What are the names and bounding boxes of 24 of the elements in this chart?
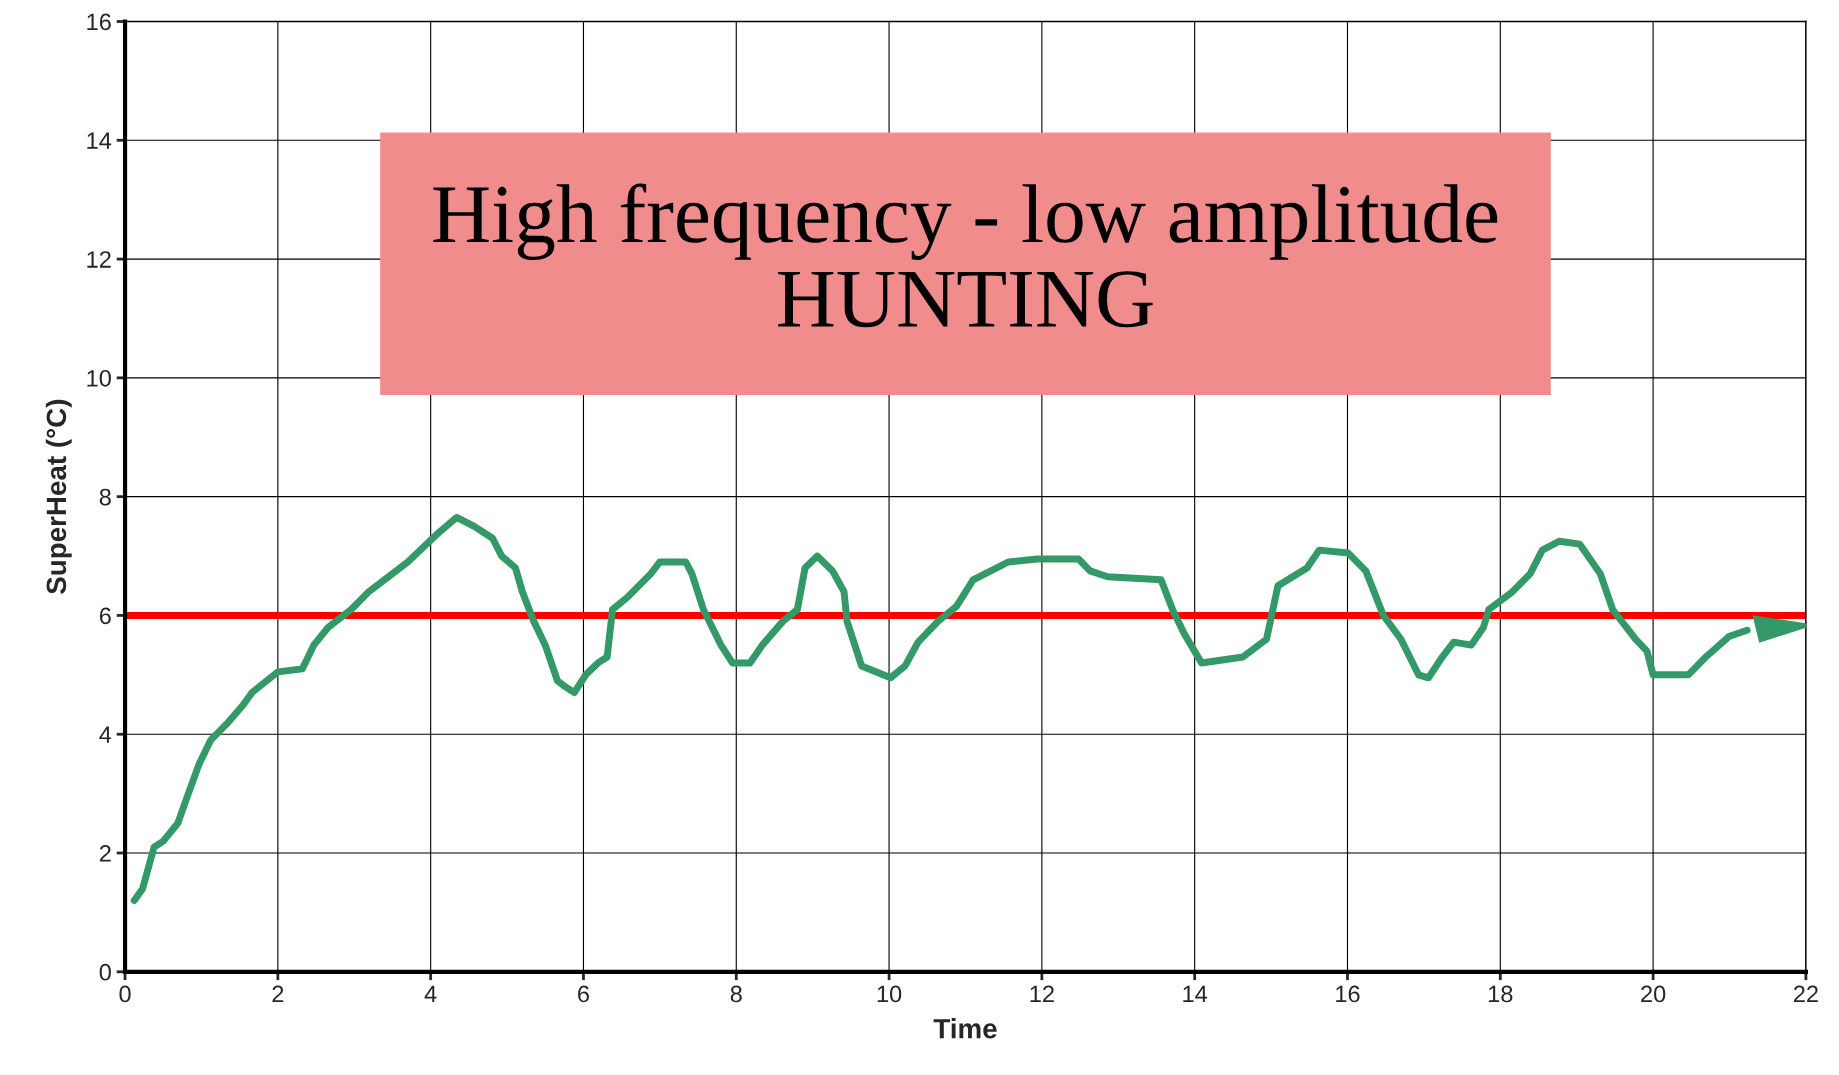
y-tick-label: 12 [87,251,111,268]
y-tick-label: 10 [87,369,111,387]
x-tick-label: 20 [1641,985,1666,1003]
x-tick-label: 6 [578,985,589,1003]
y-axis-title: SuperHeat (°C) [45,399,72,594]
x-tick-label: 4 [424,985,437,1003]
x-tick-label: 8 [730,985,742,1003]
x-tick-label: 22 [1793,985,1818,1003]
y-tick-label: 8 [99,488,111,506]
x-tick-label: 0 [119,985,131,1003]
x-tick-label: 18 [1488,985,1513,1003]
x-tick-label: 10 [877,985,902,1003]
y-tick-label: 16 [87,13,111,31]
x-tick-label: 12 [1030,985,1054,1003]
y-tick-label: 0 [99,963,111,981]
y-tick-label: 14 [87,132,112,149]
x-tick-label: 2 [272,985,284,1003]
x-tick-label: 16 [1336,985,1360,1003]
annotation: High frequency - low amplitude HUNTING [433,183,1498,328]
x-tick-label: 14 [1183,985,1208,1003]
y-tick-label: 6 [99,607,111,625]
x-axis-title: Time [933,1018,997,1039]
y-tick-label: 2 [99,845,111,862]
y-tick-label: 4 [99,726,112,743]
